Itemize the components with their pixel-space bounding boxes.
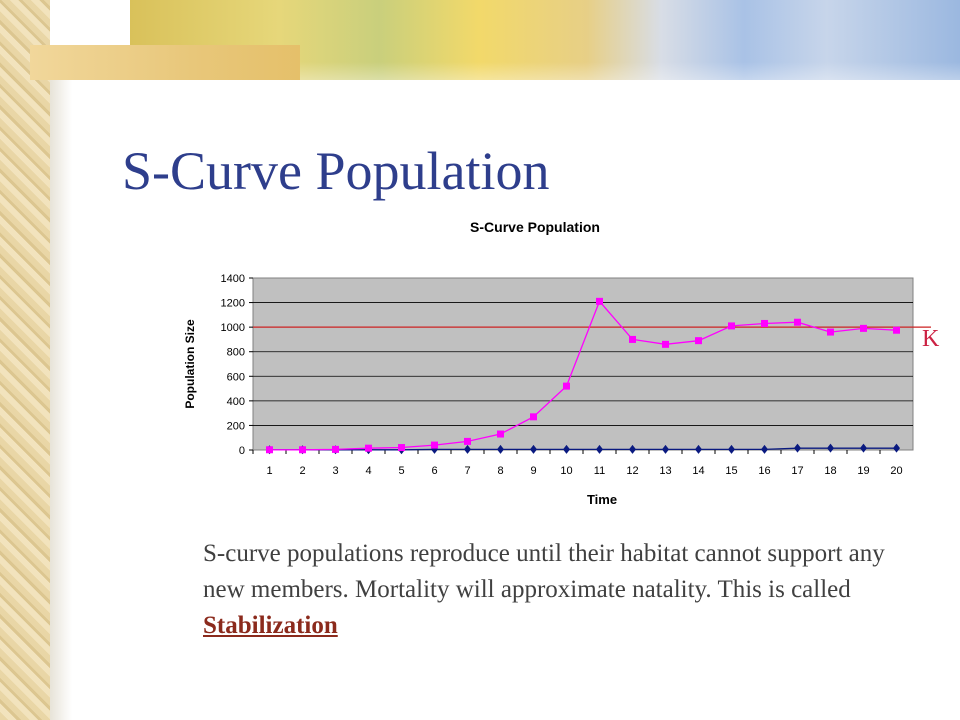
x-tick-label: 6 — [431, 465, 437, 477]
data-point — [695, 444, 702, 454]
data-point — [662, 340, 669, 348]
data-point — [530, 413, 537, 421]
x-tick-label: 18 — [824, 465, 836, 477]
x-tick-label: 14 — [692, 465, 704, 477]
body-text: S-curve populations reproduce until thei… — [203, 540, 885, 603]
x-tick-label: 15 — [725, 465, 737, 477]
x-tick-label: 11 — [594, 465, 605, 477]
x-tick-label: 16 — [758, 465, 770, 477]
x-axis-label: Time — [587, 492, 617, 507]
plot-area — [252, 277, 914, 451]
data-point — [464, 437, 471, 445]
y-tick-label: 800 — [227, 347, 245, 359]
decorative-banner-tab — [30, 45, 300, 80]
x-tick-label: 13 — [659, 465, 671, 477]
y-tick-label: 1200 — [221, 298, 245, 310]
data-point — [497, 430, 504, 438]
y-tick-label: 600 — [227, 371, 245, 383]
data-point — [497, 444, 504, 454]
x-tick-label: 1 — [266, 465, 272, 477]
x-tick-label: 7 — [464, 465, 470, 477]
data-point — [629, 335, 636, 343]
body-paragraph: S-curve populations reproduce until thei… — [203, 536, 923, 644]
x-tick-label: 4 — [365, 465, 371, 477]
y-tick-label: 400 — [227, 396, 245, 408]
stabilization-link[interactable]: Stabilization — [203, 612, 338, 639]
data-point — [728, 444, 735, 454]
data-point — [266, 446, 273, 454]
data-point — [761, 319, 768, 327]
s-curve-chart: S-Curve Population 0 200 400 600 800 1000 1200 1… — [183, 219, 931, 507]
slide-title: S-Curve Population — [122, 141, 550, 201]
decorative-shadow — [50, 80, 72, 720]
carrying-capacity-label: K — [922, 326, 940, 352]
data-point — [893, 326, 900, 334]
y-tick-label: 200 — [227, 420, 245, 432]
decorative-side-strip — [0, 0, 50, 720]
data-point — [662, 444, 669, 454]
data-point — [398, 444, 405, 452]
data-point — [728, 322, 735, 330]
data-point — [431, 441, 438, 449]
data-point — [860, 324, 867, 332]
x-tick-label: 19 — [857, 465, 869, 477]
x-tick-label: 10 — [560, 465, 572, 477]
y-axis-label: Population Size — [183, 319, 197, 409]
data-point — [860, 443, 867, 453]
chart-title: S-Curve Population — [470, 219, 600, 235]
data-point — [827, 328, 834, 336]
data-point — [563, 444, 570, 454]
data-point — [761, 444, 768, 454]
data-point — [794, 318, 801, 326]
data-point — [629, 444, 636, 454]
x-tick-label: 20 — [890, 465, 902, 477]
y-tick-label: 1400 — [221, 273, 245, 285]
data-point — [695, 337, 702, 345]
data-point — [794, 443, 801, 453]
x-tick-label: 17 — [791, 465, 803, 477]
series-line — [269, 447, 897, 451]
data-point — [596, 444, 603, 454]
data-point — [827, 443, 834, 453]
x-tick-label: 12 — [626, 465, 638, 477]
data-point — [299, 446, 306, 454]
x-tick-label: 2 — [299, 465, 305, 477]
data-point — [332, 445, 339, 453]
data-point — [596, 297, 603, 305]
x-tick-label: 9 — [530, 465, 536, 477]
x-tick-label: 8 — [497, 465, 503, 477]
y-tick-label: 1000 — [221, 322, 245, 334]
decorative-banner-fade — [300, 62, 960, 117]
data-point — [563, 382, 570, 390]
data-point — [530, 444, 537, 454]
series-line — [269, 300, 897, 451]
data-point — [893, 443, 900, 453]
data-point — [464, 444, 471, 454]
x-tick-label: 3 — [332, 465, 338, 477]
data-point — [365, 444, 372, 452]
x-tick-label: 5 — [398, 465, 404, 477]
y-tick-label: 0 — [239, 445, 245, 457]
